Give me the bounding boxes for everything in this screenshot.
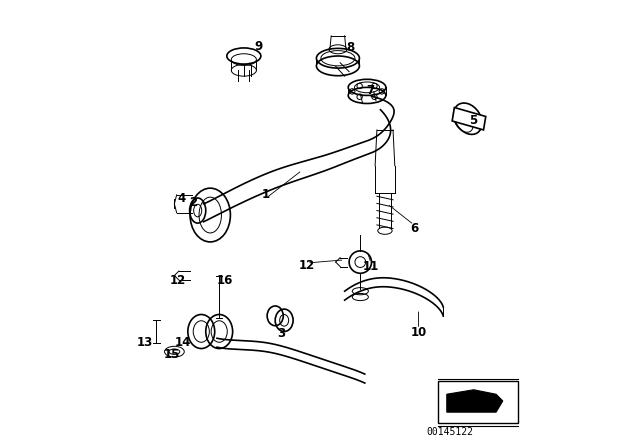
Text: 13: 13 xyxy=(137,336,154,349)
Text: 5: 5 xyxy=(470,113,478,127)
Text: 6: 6 xyxy=(410,222,418,235)
Text: 8: 8 xyxy=(346,41,354,55)
Text: 00145122: 00145122 xyxy=(426,427,474,437)
Text: 10: 10 xyxy=(410,326,427,340)
Text: 14: 14 xyxy=(174,336,191,349)
Text: 4: 4 xyxy=(177,192,186,206)
Text: 3: 3 xyxy=(277,327,285,340)
Text: 16: 16 xyxy=(217,274,233,288)
Text: 9: 9 xyxy=(254,39,262,53)
Text: 12: 12 xyxy=(299,259,315,272)
Bar xyxy=(438,381,518,423)
Text: 11: 11 xyxy=(363,260,379,273)
Text: 15: 15 xyxy=(164,348,180,362)
Text: 7: 7 xyxy=(366,84,374,98)
Polygon shape xyxy=(447,390,503,412)
Text: 12: 12 xyxy=(170,274,186,288)
Text: 2: 2 xyxy=(189,195,197,209)
Text: 1: 1 xyxy=(262,188,270,202)
Polygon shape xyxy=(452,108,486,130)
